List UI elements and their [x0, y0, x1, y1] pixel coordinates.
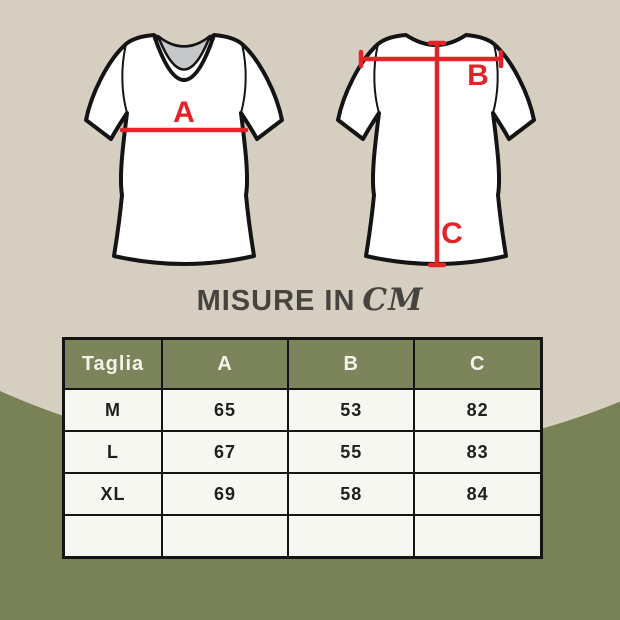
cell-size: M: [62, 388, 163, 432]
size-table: Taglia A B C M 65 53 82 L 67 55 83 XL 69: [62, 337, 543, 559]
table-row-xl: XL 69 58 84: [62, 472, 543, 516]
cell-size: L: [62, 430, 163, 474]
tshirt-back-left-armhole-seam: [373, 43, 380, 114]
title-text: MISURE IN: [196, 285, 356, 317]
table-row-l: L 67 55 83: [62, 430, 543, 474]
tshirt-front-right-armhole-seam: [240, 43, 247, 114]
cell-a: 69: [160, 472, 290, 516]
cell-c: [413, 514, 543, 559]
cell-b: 55: [287, 430, 416, 474]
tshirt-back-illustration: B C: [336, 33, 536, 268]
title-unit-text: CM: [362, 282, 424, 318]
tshirt-front-outline: [84, 33, 284, 266]
cell-c: 84: [413, 472, 543, 516]
table-row-empty: [62, 514, 543, 559]
tshirt-front-illustration: A: [84, 33, 284, 266]
cell-a: 65: [160, 388, 290, 432]
header-c: C: [413, 337, 543, 390]
measurement-label-b: B: [467, 59, 489, 92]
size-table-header-row: Taglia A B C: [62, 337, 543, 390]
header-a: A: [160, 337, 290, 390]
tshirt-back-right-armhole-seam: [492, 43, 499, 114]
tshirt-front-collar-inner: [156, 34, 212, 71]
measurement-line-b: [358, 49, 504, 69]
table-row-m: M 65 53 82: [62, 388, 543, 432]
cell-c: 83: [413, 430, 543, 474]
cell-c: 82: [413, 388, 543, 432]
tshirt-front-left-armhole-seam: [121, 43, 128, 114]
cell-size: [62, 514, 163, 559]
measurement-line-c: [427, 40, 447, 268]
cell-size: XL: [62, 472, 163, 516]
cell-b: 58: [287, 472, 416, 516]
cell-b: 53: [287, 388, 416, 432]
measurement-label-c: C: [441, 217, 463, 250]
cell-a: 67: [160, 430, 290, 474]
header-taglia: Taglia: [62, 337, 163, 390]
cell-b: [287, 514, 416, 559]
page-title: MISURE IN CM: [0, 282, 620, 324]
cell-a: [160, 514, 290, 559]
header-b: B: [287, 337, 416, 390]
tshirt-front-collar-outer: [152, 34, 216, 82]
measurement-label-a: A: [173, 96, 195, 129]
